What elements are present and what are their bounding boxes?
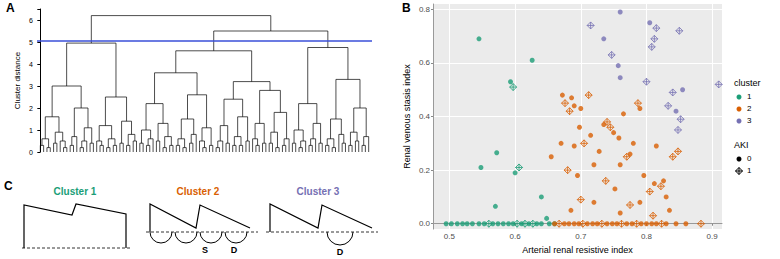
- svg-text:0.7: 0.7: [575, 232, 587, 241]
- svg-text:AKI: AKI: [734, 140, 749, 150]
- svg-text:D: D: [231, 245, 238, 255]
- svg-text:0.6: 0.6: [510, 232, 522, 241]
- svg-text:D: D: [337, 247, 344, 257]
- svg-text:1: 1: [29, 127, 33, 134]
- svg-text:0.4: 0.4: [419, 112, 431, 121]
- svg-text:Cluster distance: Cluster distance: [13, 51, 22, 109]
- svg-text:Arterial renal resistive index: Arterial renal resistive index: [522, 245, 633, 255]
- svg-text:4: 4: [29, 61, 33, 68]
- svg-text:B: B: [402, 1, 411, 15]
- svg-text:1: 1: [747, 166, 752, 175]
- svg-text:6: 6: [29, 17, 33, 24]
- svg-text:Cluster 1: Cluster 1: [54, 186, 97, 197]
- svg-text:0.9: 0.9: [707, 232, 719, 241]
- svg-text:0.8: 0.8: [419, 5, 431, 14]
- svg-text:Cluster 2: Cluster 2: [177, 186, 220, 197]
- svg-text:3: 3: [29, 83, 33, 90]
- svg-text:0.5: 0.5: [444, 232, 456, 241]
- svg-text:Cluster 3: Cluster 3: [297, 186, 340, 197]
- svg-text:0: 0: [29, 149, 33, 156]
- svg-text:0: 0: [747, 154, 752, 163]
- svg-text:A: A: [6, 1, 15, 15]
- svg-text:cluster: cluster: [734, 78, 761, 88]
- svg-text:1: 1: [747, 92, 752, 101]
- svg-text:S: S: [202, 245, 208, 255]
- svg-text:0.0: 0.0: [419, 219, 431, 228]
- svg-text:Renal venous stasis index: Renal venous stasis index: [402, 64, 412, 169]
- svg-text:0.6: 0.6: [419, 58, 431, 67]
- svg-text:0.2: 0.2: [419, 166, 431, 175]
- svg-text:0.8: 0.8: [641, 232, 653, 241]
- svg-text:5: 5: [29, 39, 33, 46]
- svg-text:2: 2: [29, 105, 33, 112]
- svg-text:C: C: [4, 179, 13, 193]
- svg-text:3: 3: [747, 116, 752, 125]
- svg-text:2: 2: [747, 104, 752, 113]
